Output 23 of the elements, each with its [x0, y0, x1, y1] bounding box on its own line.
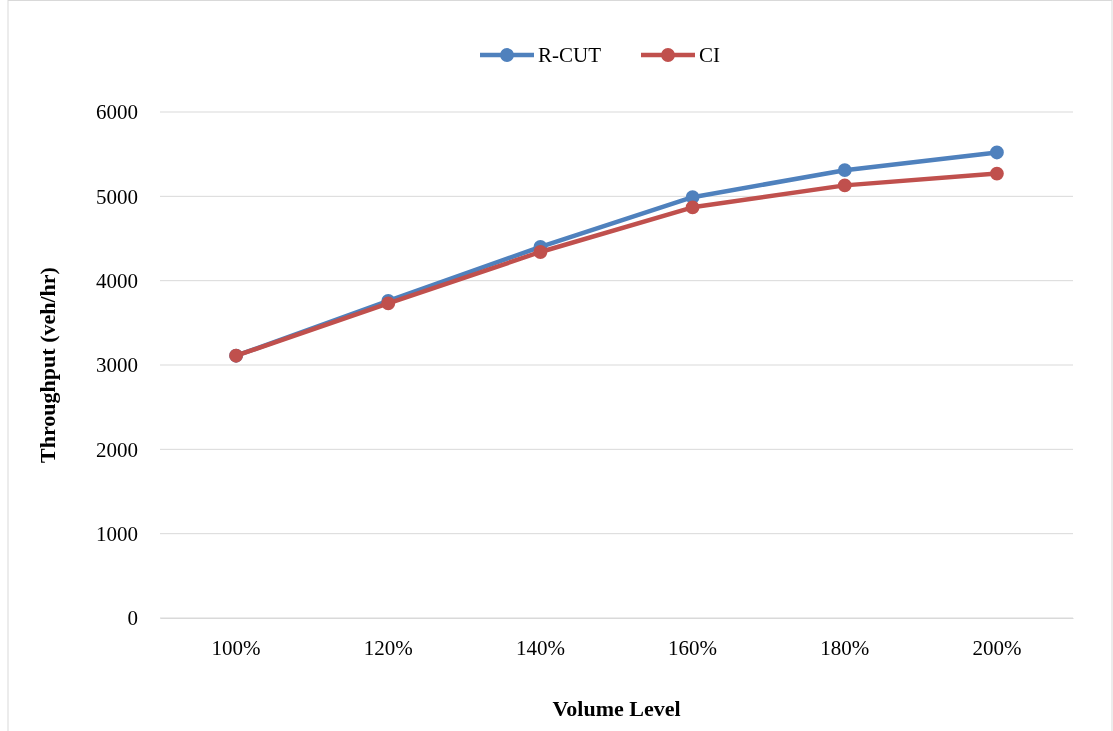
y-tick-label: 0: [127, 606, 138, 631]
y-tick-label: 4000: [96, 268, 138, 293]
y-axis-title: Throughput (veh/hr): [35, 267, 60, 463]
x-tick-label: 200%: [972, 635, 1022, 660]
y-tick-label: 3000: [96, 353, 138, 378]
x-tick-label: 100%: [211, 635, 261, 660]
y-tick-label: 6000: [96, 100, 138, 125]
legend-label: CI: [699, 43, 721, 67]
legend-label: R-CUT: [538, 43, 602, 67]
x-tick-label: 140%: [515, 635, 565, 660]
point: [837, 178, 852, 193]
x-tick-label: 180%: [820, 635, 870, 660]
x-tick-label: 160%: [668, 635, 718, 660]
x-axis-title: Volume Level: [552, 696, 681, 721]
point: [837, 163, 852, 178]
y-tick-label: 5000: [96, 184, 138, 209]
y-tick-label: 2000: [96, 437, 138, 462]
point: [990, 145, 1004, 160]
point: [685, 200, 700, 215]
point: [990, 166, 1004, 181]
point: [533, 245, 548, 259]
x-tick-label: 120%: [363, 635, 413, 660]
y-tick-label: 1000: [96, 521, 138, 546]
